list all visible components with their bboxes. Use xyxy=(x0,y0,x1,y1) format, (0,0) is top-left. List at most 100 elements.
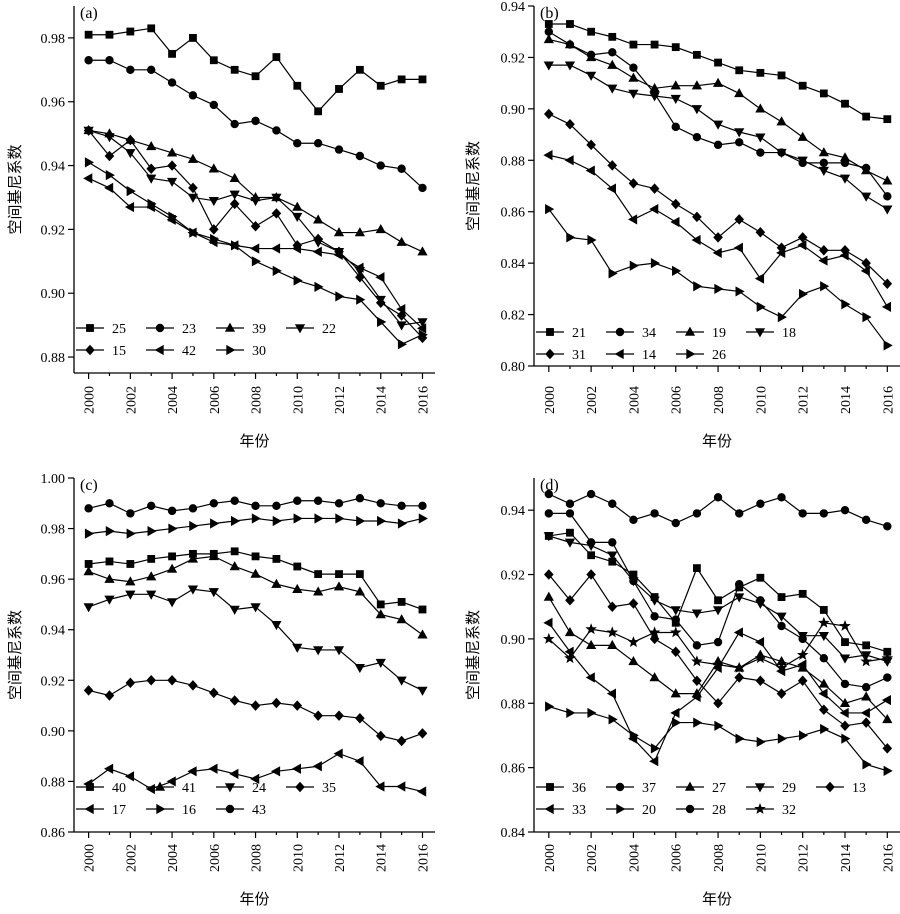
y-tick-label: 0.92 xyxy=(501,51,526,66)
x-tick-label: 2000 xyxy=(83,386,98,414)
data-point xyxy=(209,687,219,699)
series-line xyxy=(548,532,888,653)
legend-item: 26 xyxy=(676,348,726,363)
data-point xyxy=(83,566,94,576)
legend-label: 18 xyxy=(782,326,796,341)
data-point xyxy=(418,513,428,524)
data-point xyxy=(543,34,554,44)
data-point xyxy=(210,518,220,529)
data-point xyxy=(250,196,261,207)
data-point xyxy=(251,72,260,81)
data-point xyxy=(146,590,157,600)
data-point xyxy=(229,198,240,210)
data-point xyxy=(818,147,829,157)
data-point xyxy=(104,690,115,701)
legend-item: 22 xyxy=(286,322,336,337)
legend-marker xyxy=(545,348,555,360)
data-point xyxy=(105,499,114,508)
data-point xyxy=(375,272,385,283)
data-point xyxy=(586,139,596,151)
data-point xyxy=(565,595,575,606)
data-point xyxy=(714,720,724,731)
data-point xyxy=(147,65,156,75)
data-point xyxy=(629,730,639,741)
data-point xyxy=(188,504,198,513)
data-point xyxy=(839,174,851,184)
data-point xyxy=(84,528,95,539)
x-tick-label: 2006 xyxy=(670,386,685,414)
legend-label: 25 xyxy=(112,322,126,337)
data-point xyxy=(819,654,829,663)
data-point xyxy=(607,84,618,94)
data-point xyxy=(882,743,893,754)
legend-marker xyxy=(154,344,164,356)
x-tick-label: 2016 xyxy=(416,386,431,414)
data-point xyxy=(798,589,807,598)
data-point xyxy=(628,598,639,609)
data-point xyxy=(417,323,427,334)
data-point xyxy=(670,216,680,228)
y-tick-label: 0.86 xyxy=(501,762,526,777)
series-13 xyxy=(544,569,893,754)
legend-label: 17 xyxy=(112,803,126,818)
data-point xyxy=(670,80,681,90)
legend-marker xyxy=(154,781,166,791)
y-axis-title: 空间基尼系数 xyxy=(7,144,24,234)
data-point xyxy=(756,736,766,748)
data-point xyxy=(230,119,239,129)
data-point xyxy=(819,89,828,98)
y-tick-label: 0.96 xyxy=(41,573,66,588)
data-point xyxy=(166,563,178,573)
data-point xyxy=(271,697,282,709)
legend-marker xyxy=(825,781,835,793)
data-point xyxy=(670,646,681,658)
data-point xyxy=(544,20,553,28)
data-point xyxy=(145,783,155,795)
data-point xyxy=(334,145,344,154)
data-point xyxy=(291,763,301,774)
data-point xyxy=(564,627,576,637)
x-tick-label: 2010 xyxy=(291,386,306,414)
legend-marker xyxy=(84,803,94,815)
legend-marker xyxy=(224,322,236,332)
data-point xyxy=(691,105,703,115)
data-point xyxy=(126,185,136,197)
data-point xyxy=(585,165,595,176)
data-point xyxy=(272,555,281,563)
data-point xyxy=(209,224,219,235)
legend-label: 30 xyxy=(252,344,266,359)
data-point xyxy=(313,496,323,505)
chart-panel-4: 0.84 0.86 0.88 0.90 0.92 0.94 2000 2002 2004 2006… xyxy=(465,477,900,908)
series-33 xyxy=(543,617,892,767)
data-point xyxy=(210,233,220,245)
data-point xyxy=(735,286,745,297)
x-tick-label: 2014 xyxy=(839,386,854,414)
legend-label: 37 xyxy=(642,781,656,796)
data-point xyxy=(417,246,428,256)
y-tick-label: 0.94 xyxy=(41,624,66,639)
x-tick-label: 2004 xyxy=(627,386,642,414)
data-point xyxy=(798,730,809,741)
data-point xyxy=(798,288,809,300)
data-point xyxy=(841,299,851,310)
series-line xyxy=(548,705,888,772)
data-point xyxy=(167,78,177,87)
data-point xyxy=(146,571,157,581)
data-point xyxy=(882,713,893,724)
y-tick-label: 0.86 xyxy=(501,206,526,221)
data-point xyxy=(292,201,303,211)
legend-marker xyxy=(615,782,625,792)
x-tick-label: 2014 xyxy=(839,844,854,872)
data-point xyxy=(272,501,281,511)
data-point xyxy=(313,646,324,656)
data-point xyxy=(650,509,659,518)
data-point xyxy=(356,294,366,305)
data-point xyxy=(883,522,892,531)
data-point xyxy=(839,654,851,664)
data-point xyxy=(735,733,745,744)
y-tick-label: 0.88 xyxy=(501,697,526,712)
data-point xyxy=(860,655,872,667)
data-point xyxy=(629,40,638,49)
data-point xyxy=(693,564,701,573)
data-point xyxy=(712,658,724,670)
